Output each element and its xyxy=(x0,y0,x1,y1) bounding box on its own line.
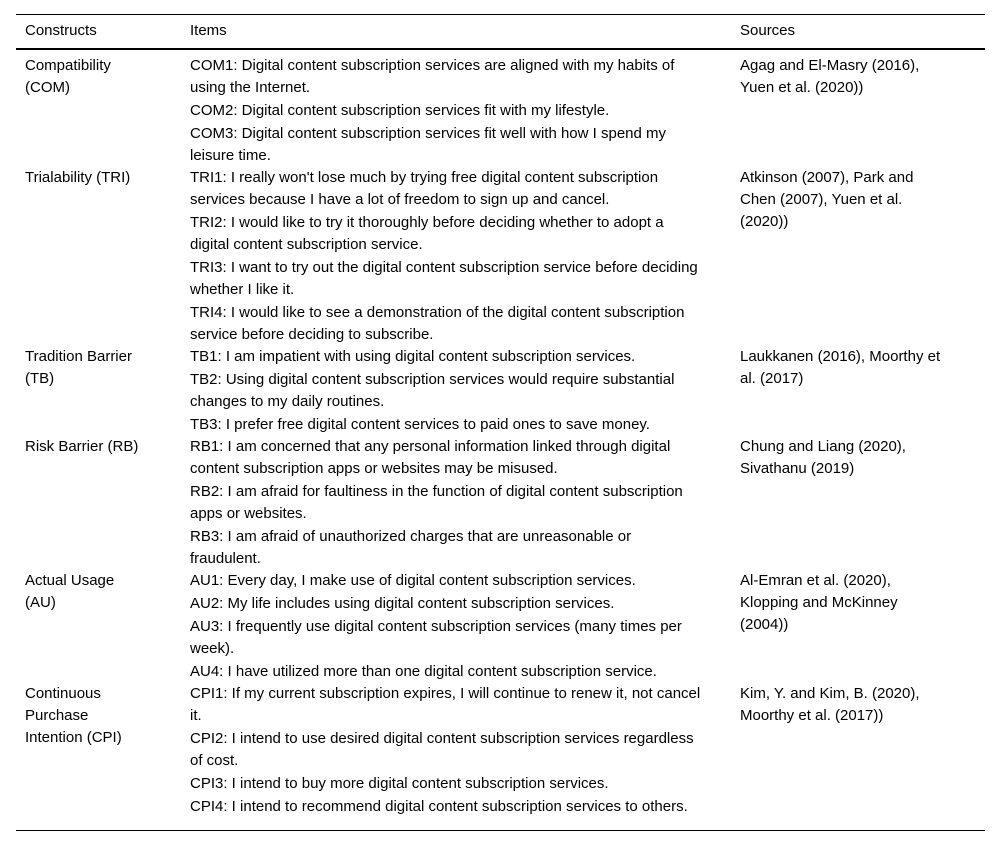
measurement-items-table: Constructs Items Sources Compatibility (… xyxy=(16,14,985,831)
column-header-constructs: Constructs xyxy=(16,14,190,50)
item-text: RB3: I am afraid of unauthorized charges… xyxy=(190,528,632,567)
item-text: TRI4: I would like to see a demonstratio… xyxy=(190,304,685,343)
item-text: COM1: Digital content subscription servi… xyxy=(190,57,675,96)
table-body: Compatibility (COM) COM1: Digital conten… xyxy=(16,49,985,831)
item-text: AU2: My life includes using digital cont… xyxy=(190,595,615,612)
items-cell: AU1: Every day, I make use of digital co… xyxy=(190,570,740,683)
table-row: Continuous Purchase Intention (CPI) CPI1… xyxy=(16,683,985,831)
item-text: RB1: I am concerned that any personal in… xyxy=(190,438,671,477)
table-header: Constructs Items Sources xyxy=(16,14,985,50)
construct-cell: Actual Usage (AU) xyxy=(25,572,115,611)
items-cell: TB1: I am impatient with using digital c… xyxy=(190,346,740,436)
sources-cell: Chung and Liang (2020), Sivathanu (2019) xyxy=(740,438,906,477)
header-row: Constructs Items Sources xyxy=(16,14,985,50)
construct-cell: Tradition Barrier (TB) xyxy=(25,348,132,387)
items-cell: TRI1: I really won't lose much by trying… xyxy=(190,167,740,346)
construct-cell: Risk Barrier (RB) xyxy=(25,438,139,455)
item-text: TRI3: I want to try out the digital cont… xyxy=(190,259,698,298)
item-text: TB1: I am impatient with using digital c… xyxy=(190,348,636,365)
item-text: TB2: Using digital content subscription … xyxy=(190,371,675,410)
table-row: Trialability (TRI) TRI1: I really won't … xyxy=(16,167,985,346)
sources-cell: Atkinson (2007), Park and Chen (2007), Y… xyxy=(740,169,914,230)
sources-cell: Laukkanen (2016), Moorthy et al. (2017) xyxy=(740,348,941,387)
sources-cell: Kim, Y. and Kim, B. (2020), Moorthy et a… xyxy=(740,685,920,724)
sources-cell: Al-Emran et al. (2020), Klopping and McK… xyxy=(740,572,898,633)
item-text: CPI2: I intend to use desired digital co… xyxy=(190,730,694,769)
item-text: TRI1: I really won't lose much by trying… xyxy=(190,169,659,208)
construct-cell: Trialability (TRI) xyxy=(25,169,131,186)
items-cell: CPI1: If my current subscription expires… xyxy=(190,683,740,831)
column-header-sources: Sources xyxy=(740,14,985,50)
item-text: AU4: I have utilized more than one digit… xyxy=(190,663,657,680)
table-row: Tradition Barrier (TB) TB1: I am impatie… xyxy=(16,346,985,436)
items-cell: COM1: Digital content subscription servi… xyxy=(190,49,740,167)
table-row: Risk Barrier (RB) RB1: I am concerned th… xyxy=(16,436,985,570)
item-text: TRI2: I would like to try it thoroughly … xyxy=(190,214,664,253)
item-text: AU3: I frequently use digital content su… xyxy=(190,618,682,657)
item-text: TB3: I prefer free digital content servi… xyxy=(190,416,650,433)
construct-cell: Compatibility (COM) xyxy=(25,57,111,96)
construct-cell: Continuous Purchase Intention (CPI) xyxy=(25,685,122,746)
table-row: Compatibility (COM) COM1: Digital conten… xyxy=(16,49,985,167)
paper-page: Constructs Items Sources Compatibility (… xyxy=(0,14,1000,847)
item-text: AU1: Every day, I make use of digital co… xyxy=(190,572,636,589)
sources-cell: Agag and El-Masry (2016), Yuen et al. (2… xyxy=(740,57,920,96)
item-text: CPI4: I intend to recommend digital cont… xyxy=(190,798,688,815)
item-text: CPI1: If my current subscription expires… xyxy=(190,685,701,724)
item-text: COM2: Digital content subscription servi… xyxy=(190,102,610,119)
items-cell: RB1: I am concerned that any personal in… xyxy=(190,436,740,570)
column-header-items: Items xyxy=(190,14,740,50)
item-text: RB2: I am afraid for faultiness in the f… xyxy=(190,483,683,522)
item-text: COM3: Digital content subscription servi… xyxy=(190,125,667,164)
table-row: Actual Usage (AU) AU1: Every day, I make… xyxy=(16,570,985,683)
item-text: CPI3: I intend to buy more digital conte… xyxy=(190,775,609,792)
